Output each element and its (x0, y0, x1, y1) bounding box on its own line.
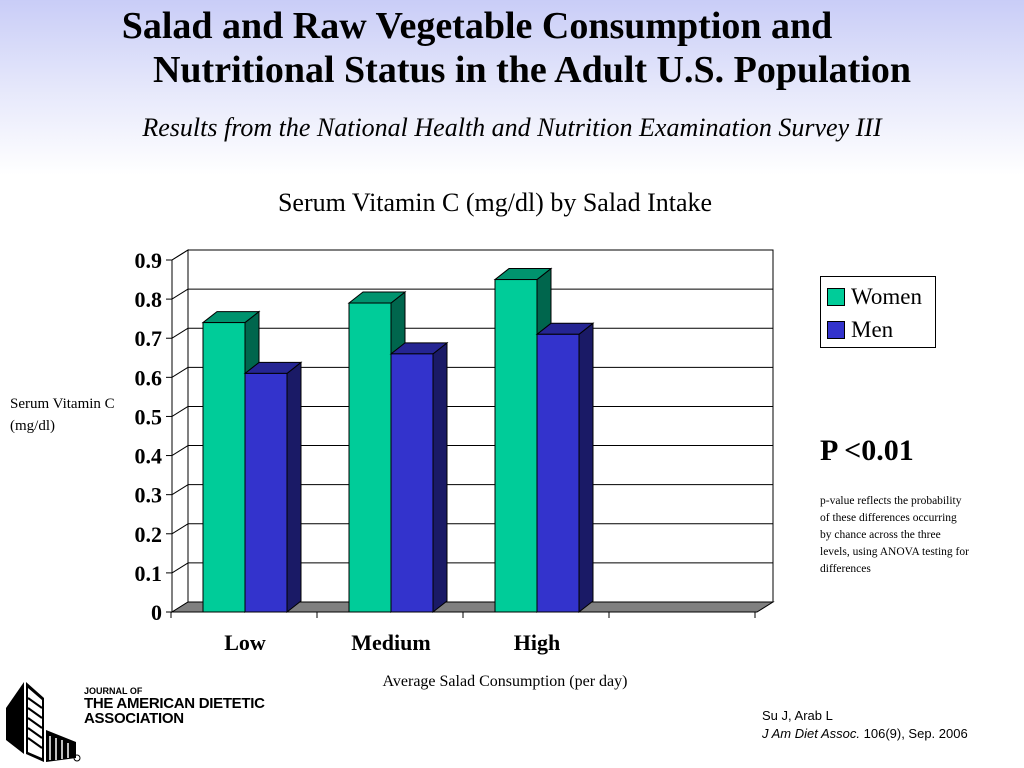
journal-name-line1: JOURNAL OF (84, 686, 143, 696)
chart-legend: Women Men (820, 276, 936, 348)
y-tick-label: 0.7 (135, 326, 163, 351)
legend-swatch-men (827, 321, 845, 339)
journal-logo-icon (6, 682, 81, 762)
bar-side-men (286, 361, 302, 614)
gridline-side (171, 366, 189, 378)
y-tick-label: 0.4 (135, 444, 163, 469)
x-tick-label: Medium (351, 630, 430, 655)
plot-side-wall (171, 249, 189, 613)
gridline-side (171, 249, 189, 261)
gridline-side (171, 327, 189, 339)
gridline-side (171, 288, 189, 300)
legend-label-women: Women (851, 284, 922, 309)
p-value: P <0.01 (820, 434, 914, 467)
x-tick-label: High (514, 630, 560, 655)
y-tick-label: 0 (151, 600, 162, 625)
slide-title-line2: Nutritional Status in the Adult U.S. Pop… (152, 49, 912, 91)
y-tick-label: 0.9 (135, 248, 163, 273)
bar-side-men (578, 322, 594, 614)
bar-men-high (536, 333, 580, 613)
p-value-note: p-value reflects the probability of thes… (820, 495, 969, 575)
slide-subtitle: Results from the National Health and Nut… (142, 113, 882, 142)
journal-name: JOURNAL OF THE AMERICAN DIETETIC ASSOCIA… (84, 686, 265, 726)
chart-title: Serum Vitamin C (mg/dl) by Salad Intake (277, 188, 713, 217)
citation-authors: Su J, Arab L (762, 708, 833, 723)
y-tick-label: 0.6 (135, 365, 163, 390)
legend-label-men: Men (851, 317, 894, 342)
y-tick-label: 0.3 (135, 483, 163, 508)
bar-men-low (244, 372, 288, 613)
gridline-side (171, 562, 189, 574)
citation-reference: J Am Diet Assoc. 106(9), Sep. 2006 (762, 725, 968, 743)
bar-women-medium (348, 302, 392, 613)
legend-swatch-women (827, 288, 845, 306)
x-axis-label: Average Salad Consumption (per day) (382, 673, 628, 690)
journal-name-line3: ASSOCIATION (84, 710, 184, 727)
y-tick-label: 0.1 (135, 561, 163, 586)
gridline-side (171, 406, 189, 417)
journal-name-line2: THE AMERICAN DIETETIC (84, 695, 265, 712)
bar-men-medium (390, 353, 434, 613)
gridline-side (171, 523, 189, 535)
slide-title-line1: Salad and Raw Vegetable Consumption and (121, 5, 833, 47)
y-tick-label: 0.8 (135, 287, 163, 312)
bar-women-high (494, 279, 538, 613)
gridline-side (171, 484, 189, 496)
y-axis-label: Serum Vitamin C (mg/dl) (10, 396, 115, 434)
bar-women-low (202, 322, 246, 613)
slide-title: Salad and Raw Vegetable Consumption and … (0, 4, 1024, 92)
y-tick-label: 0.5 (135, 404, 163, 429)
gridline-side (171, 445, 189, 456)
citation: Su J, Arab L J Am Diet Assoc. 106(9), Se… (762, 707, 968, 743)
citation-details: 106(9), Sep. 2006 (860, 726, 968, 741)
x-tick-label: Low (224, 630, 266, 655)
citation-journal: J Am Diet Assoc. (762, 726, 861, 741)
y-tick-label: 0.2 (135, 522, 163, 547)
legend-item-men: Men (827, 315, 893, 345)
bar-side-men (432, 341, 448, 614)
legend-item-women: Women (827, 282, 922, 312)
